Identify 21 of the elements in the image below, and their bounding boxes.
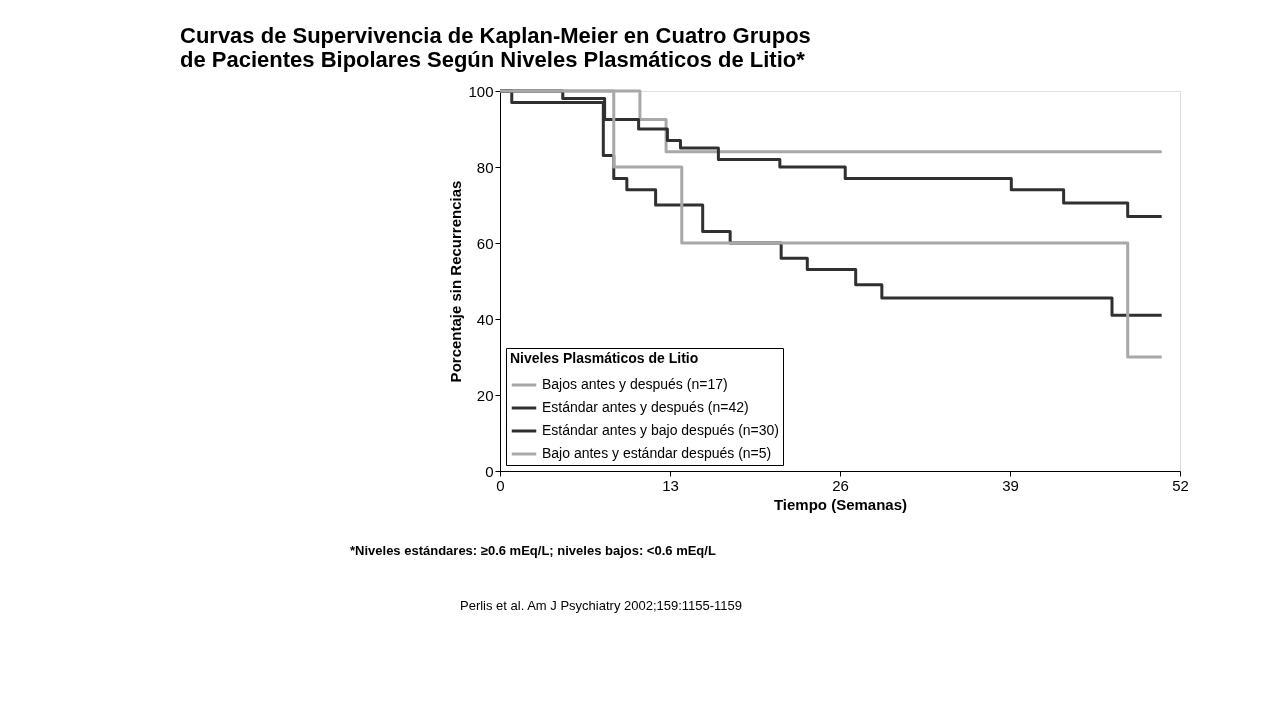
y-axis-title: Porcentaje sin Recurrencias <box>447 180 465 383</box>
text: Perlis et al. Am J Psychiatry 2002;159:1155-1159 <box>460 598 743 613</box>
legend-label: Estándar antes y después (n=42) <box>542 399 749 415</box>
x-tick-label: 13 <box>662 476 679 494</box>
x-axis-title: Tiempo (Semanas) <box>773 495 908 513</box>
x-tick-label: 0 <box>496 476 505 494</box>
legend-label: Bajos antes y después (n=17) <box>542 376 728 392</box>
text: *Niveles estándares: ≥0.6 mEq/L; niveles bajos: <0.6 mEq/L <box>350 543 716 558</box>
y-tick-label: 100 <box>468 82 494 100</box>
legend-label: Bajo antes y estándar después (n=5) <box>542 445 772 461</box>
x-tick-label: 26 <box>832 476 849 494</box>
y-tick-label: 0 <box>485 462 494 480</box>
x-tick-label: 52 <box>1172 476 1189 494</box>
legend-label: Estándar antes y bajo después (n=30) <box>542 422 779 438</box>
y-tick-label: 80 <box>476 158 494 176</box>
chart-title: Curvas de Supervivencia de Kaplan-Meier en Cuatro Grupos de Pacientes Bipolares Según Niveles Plasmáticos de Litio* <box>180 23 811 72</box>
y-tick-label: 40 <box>476 310 494 328</box>
legend-title: Niveles Plasmáticos de Litio <box>510 350 699 366</box>
y-tick-label: 60 <box>476 234 494 252</box>
x-tick-label: 39 <box>1002 476 1019 494</box>
y-tick-label: 20 <box>476 386 494 404</box>
